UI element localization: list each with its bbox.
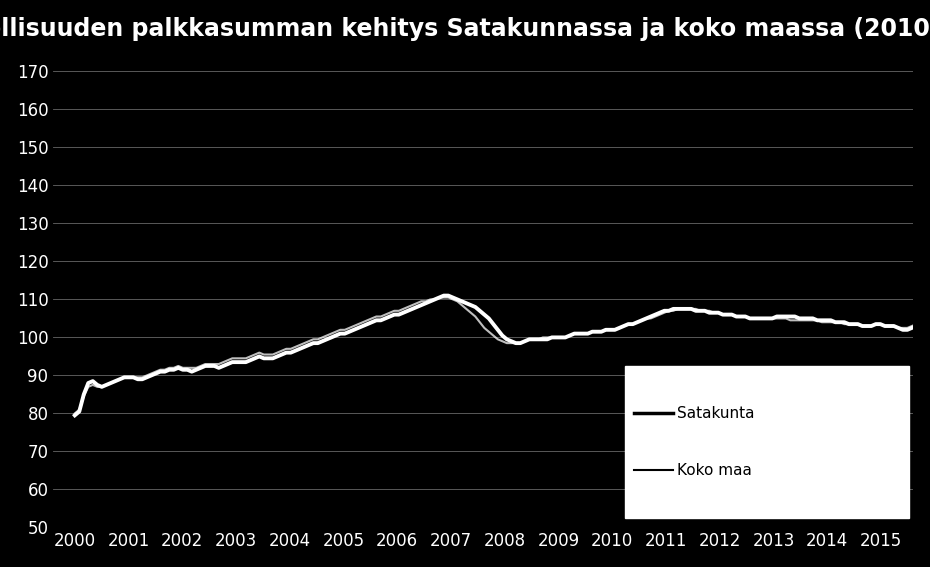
Satakunta bbox=[631, 319, 643, 325]
Satakunta bbox=[817, 317, 828, 324]
Koko maa bbox=[893, 324, 904, 331]
Koko maa bbox=[286, 345, 297, 352]
Satakunta bbox=[312, 340, 324, 346]
Koko maa bbox=[623, 321, 634, 328]
Satakunta bbox=[893, 324, 904, 331]
Satakunta bbox=[623, 321, 634, 328]
Satakunta bbox=[438, 292, 449, 299]
Koko maa bbox=[69, 410, 80, 417]
Koko maa bbox=[817, 319, 828, 325]
Title: Teollisuuden palkkasumman kehitys Satakunnassa ja koko maassa (2010=100): Teollisuuden palkkasumman kehitys Sataku… bbox=[0, 16, 930, 41]
Text: Satakunta: Satakunta bbox=[677, 406, 754, 421]
Satakunta bbox=[69, 412, 80, 419]
Line: Satakunta: Satakunta bbox=[74, 295, 930, 416]
Line: Koko maa: Koko maa bbox=[74, 298, 930, 413]
Text: Koko maa: Koko maa bbox=[677, 463, 751, 478]
Satakunta bbox=[286, 349, 297, 356]
Koko maa bbox=[312, 336, 324, 342]
Bar bbox=[625, 366, 909, 518]
Koko maa bbox=[433, 294, 445, 301]
Koko maa bbox=[631, 319, 643, 325]
